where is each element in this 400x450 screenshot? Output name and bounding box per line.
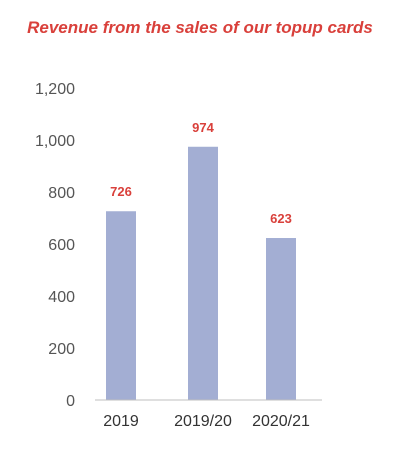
x-axis-ticks: 2019 2019/20 2020/21 [103,413,310,430]
data-labels-group: 726 974 623 [110,120,292,226]
y-tick-label: 0 [66,393,75,410]
y-tick-label: 800 [48,185,75,202]
bar-2020-21 [266,238,296,400]
y-tick-label: 1,200 [35,81,75,98]
x-tick-label: 2019/20 [174,413,232,430]
data-label: 623 [270,211,292,226]
chart-title: Revenue from the sales of our topup card… [27,18,373,37]
bar-2019 [106,211,136,400]
y-tick-label: 400 [48,289,75,306]
bars-group [106,146,296,400]
data-label: 726 [110,184,132,199]
y-tick-label: 600 [48,237,75,254]
bar-2019-20 [188,146,218,400]
x-tick-label: 2020/21 [252,413,310,430]
y-tick-label: 1,000 [35,133,75,150]
x-tick-label: 2019 [103,413,139,430]
y-axis-ticks: 0 200 400 600 800 1,000 1,200 [35,81,75,410]
data-label: 974 [192,120,214,135]
y-tick-label: 200 [48,341,75,358]
